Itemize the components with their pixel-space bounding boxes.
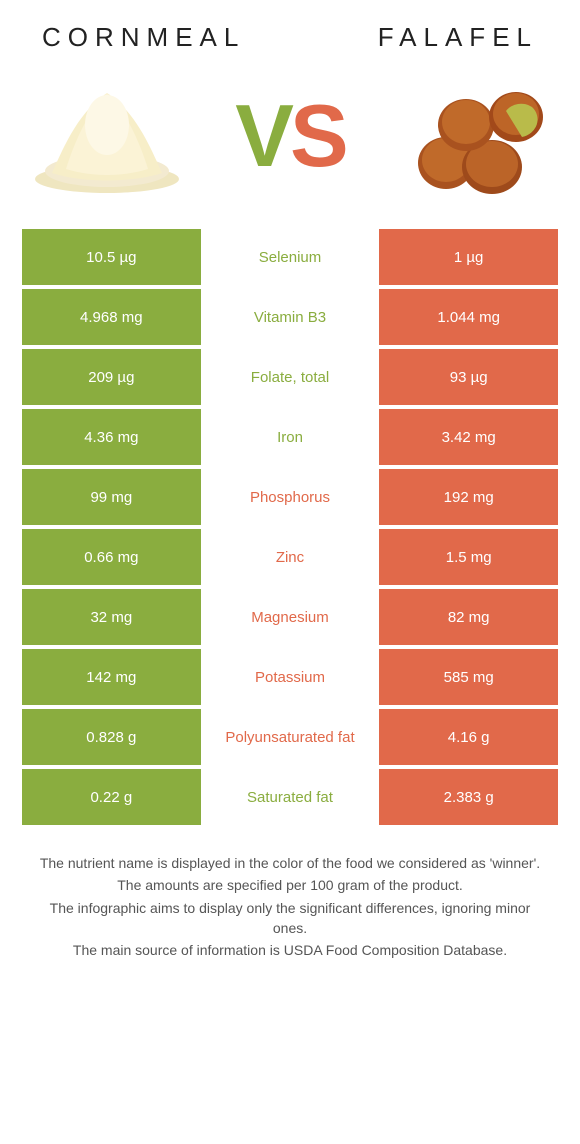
right-value-cell: 93 µg — [379, 349, 558, 405]
nutrient-row: 0.66 mgZinc1.5 mg — [22, 529, 558, 585]
right-value-cell: 3.42 mg — [379, 409, 558, 465]
footnote-line: The nutrient name is displayed in the co… — [32, 853, 548, 873]
right-value-cell: 82 mg — [379, 589, 558, 645]
infographic-root: Cornmeal Falafel V S — [0, 0, 580, 960]
right-value-cell: 1.044 mg — [379, 289, 558, 345]
footnote-line: The main source of information is USDA F… — [32, 940, 548, 960]
right-value-cell: 1 µg — [379, 229, 558, 285]
nutrient-row: 4.968 mgVitamin B31.044 mg — [22, 289, 558, 345]
nutrient-row: 10.5 µgSelenium1 µg — [22, 229, 558, 285]
title-row: Cornmeal Falafel — [22, 22, 558, 71]
nutrient-row: 99 mgPhosphorus192 mg — [22, 469, 558, 525]
left-value-cell: 0.22 g — [22, 769, 201, 825]
nutrient-name-cell: Folate, total — [201, 349, 380, 405]
nutrient-row: 209 µgFolate, total93 µg — [22, 349, 558, 405]
left-value-cell: 10.5 µg — [22, 229, 201, 285]
left-value-cell: 4.968 mg — [22, 289, 201, 345]
nutrient-row: 4.36 mgIron3.42 mg — [22, 409, 558, 465]
falafel-image — [388, 71, 558, 201]
nutrient-row: 0.828 gPolyunsaturated fat4.16 g — [22, 709, 558, 765]
left-value-cell: 4.36 mg — [22, 409, 201, 465]
left-value-cell: 0.66 mg — [22, 529, 201, 585]
footnote-line: The infographic aims to display only the… — [32, 898, 548, 939]
right-value-cell: 1.5 mg — [379, 529, 558, 585]
vs-right-letter: S — [290, 92, 345, 180]
nutrient-name-cell: Vitamin B3 — [201, 289, 380, 345]
nutrient-name-cell: Magnesium — [201, 589, 380, 645]
left-value-cell: 209 µg — [22, 349, 201, 405]
footnote-line: The amounts are specified per 100 gram o… — [32, 875, 548, 895]
footnotes: The nutrient name is displayed in the co… — [22, 853, 558, 960]
cornmeal-image — [22, 71, 192, 201]
nutrient-name-cell: Polyunsaturated fat — [201, 709, 380, 765]
nutrient-name-cell: Zinc — [201, 529, 380, 585]
nutrient-name-cell: Saturated fat — [201, 769, 380, 825]
nutrient-name-cell: Selenium — [201, 229, 380, 285]
nutrient-name-cell: Iron — [201, 409, 380, 465]
right-value-cell: 4.16 g — [379, 709, 558, 765]
right-value-cell: 585 mg — [379, 649, 558, 705]
left-food-title: Cornmeal — [42, 22, 245, 53]
nutrient-table: 10.5 µgSelenium1 µg4.968 mgVitamin B31.0… — [22, 229, 558, 825]
nutrient-row: 142 mgPotassium585 mg — [22, 649, 558, 705]
vs-left-letter: V — [235, 92, 290, 180]
nutrient-name-cell: Phosphorus — [201, 469, 380, 525]
left-value-cell: 142 mg — [22, 649, 201, 705]
left-value-cell: 0.828 g — [22, 709, 201, 765]
left-value-cell: 99 mg — [22, 469, 201, 525]
right-value-cell: 2.383 g — [379, 769, 558, 825]
right-food-title: Falafel — [378, 22, 538, 53]
left-value-cell: 32 mg — [22, 589, 201, 645]
nutrient-row: 0.22 gSaturated fat2.383 g — [22, 769, 558, 825]
nutrient-name-cell: Potassium — [201, 649, 380, 705]
vs-label: V S — [235, 92, 344, 180]
hero-row: V S — [22, 71, 558, 201]
right-value-cell: 192 mg — [379, 469, 558, 525]
nutrient-row: 32 mgMagnesium82 mg — [22, 589, 558, 645]
